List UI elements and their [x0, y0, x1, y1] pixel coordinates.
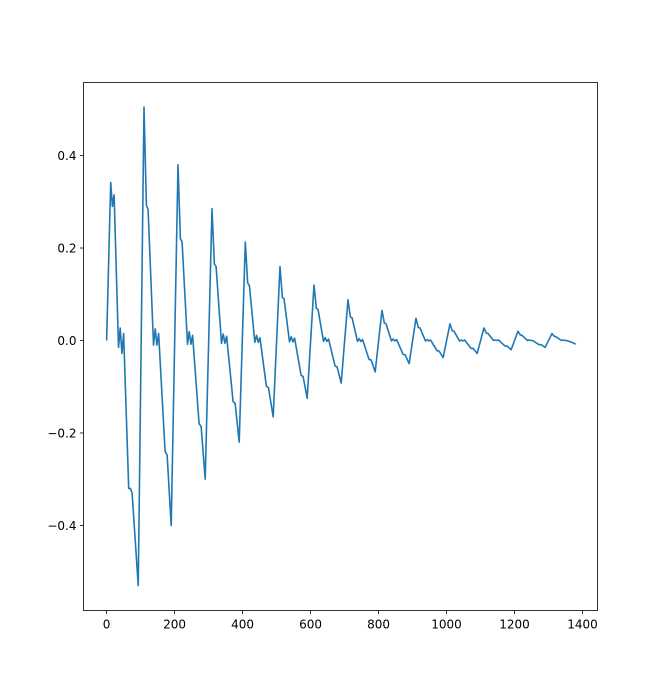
x-axis: 0 200 400 600 800 1000 1200 1400 — [103, 610, 598, 632]
y-tick-label: 0.4 — [57, 149, 76, 163]
plot-area — [105, 106, 577, 587]
x-tick-label: 800 — [367, 618, 390, 632]
y-tick-label: −0.2 — [47, 426, 76, 440]
x-tick-label: 600 — [299, 618, 322, 632]
x-tick-label: 0 — [103, 618, 111, 632]
x-tick-label: 1400 — [567, 618, 598, 632]
axes-frame — [83, 82, 598, 611]
series-line — [105, 106, 577, 587]
x-tick-label: 200 — [163, 618, 186, 632]
x-tick-label: 400 — [231, 618, 254, 632]
x-tick-label: 1200 — [499, 618, 530, 632]
y-tick-label: 0.0 — [57, 334, 76, 348]
y-tick-label: 0.2 — [57, 242, 76, 256]
x-tick-label: 1000 — [431, 618, 462, 632]
y-axis: −0.4 −0.2 0.0 0.2 0.4 — [47, 149, 84, 533]
y-tick-label: −0.4 — [47, 519, 76, 533]
